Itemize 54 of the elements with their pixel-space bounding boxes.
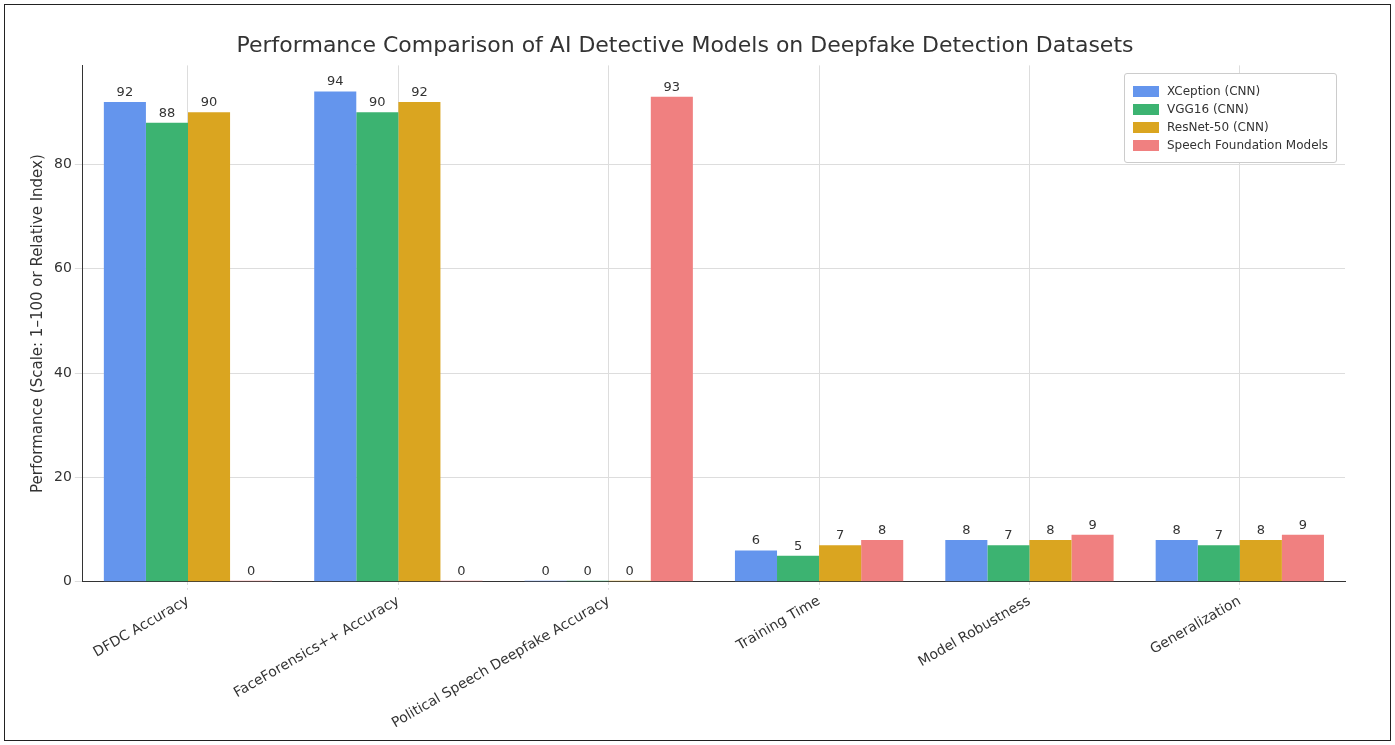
bar	[1197, 545, 1240, 582]
data-label: 94	[326, 73, 344, 89]
bar	[1155, 540, 1198, 582]
chart-title: Performance Comparison of AI Detective Models on Deepfake Detection Datasets	[236, 31, 1134, 57]
data-label: 8	[1046, 521, 1055, 537]
data-label: 8	[962, 521, 971, 537]
bar	[356, 112, 399, 582]
bar	[945, 540, 988, 582]
data-label: 92	[411, 83, 428, 99]
data-label: 0	[583, 562, 592, 578]
bar	[103, 101, 146, 582]
data-label: 0	[625, 562, 634, 578]
bar	[777, 555, 820, 582]
y-tick-label: 60	[53, 259, 72, 276]
data-label: 7	[835, 527, 845, 543]
legend-label: Speech Foundation Models	[1167, 138, 1329, 153]
data-label: 0	[457, 562, 466, 578]
bar	[314, 91, 357, 582]
data-label: 9	[1298, 516, 1308, 532]
data-label: 0	[246, 562, 256, 578]
data-label: 9	[1088, 516, 1097, 532]
legend-label: VGG16 (CNN)	[1167, 102, 1249, 117]
y-tick-label: 40	[53, 363, 72, 380]
legend-label: XCeption (CNN)	[1167, 84, 1261, 99]
bar	[398, 101, 441, 582]
bar	[188, 112, 231, 582]
data-label: 92	[116, 83, 134, 99]
data-label: 0	[541, 562, 550, 578]
bar	[987, 545, 1030, 582]
data-label: 8	[1256, 521, 1265, 537]
data-label: 7	[1214, 527, 1223, 543]
bar	[1281, 534, 1324, 582]
bar	[1029, 540, 1072, 582]
bar	[819, 545, 862, 582]
legend-label: ResNet-50 (CNN)	[1167, 120, 1269, 135]
data-label: 6	[751, 532, 761, 548]
data-label: 8	[878, 521, 887, 537]
data-label: 90	[369, 94, 386, 110]
bar	[650, 96, 693, 582]
data-label: 93	[663, 78, 681, 94]
bar	[734, 550, 778, 582]
bar	[145, 122, 188, 582]
y-axis-title: Performance (Scale: 1–100 or Relative Index)	[27, 154, 46, 494]
data-label: 8	[1172, 521, 1181, 537]
y-tick-label: 20	[53, 468, 72, 485]
data-label: 88	[158, 104, 176, 120]
y-tick-label: 80	[53, 155, 72, 172]
data-label: 90	[200, 94, 218, 110]
bar	[1239, 540, 1282, 582]
data-label: 7	[1004, 527, 1013, 543]
y-tick-label: 0	[62, 572, 72, 589]
data-label: 5	[793, 537, 803, 553]
bar	[1071, 534, 1114, 582]
bar	[861, 540, 904, 582]
